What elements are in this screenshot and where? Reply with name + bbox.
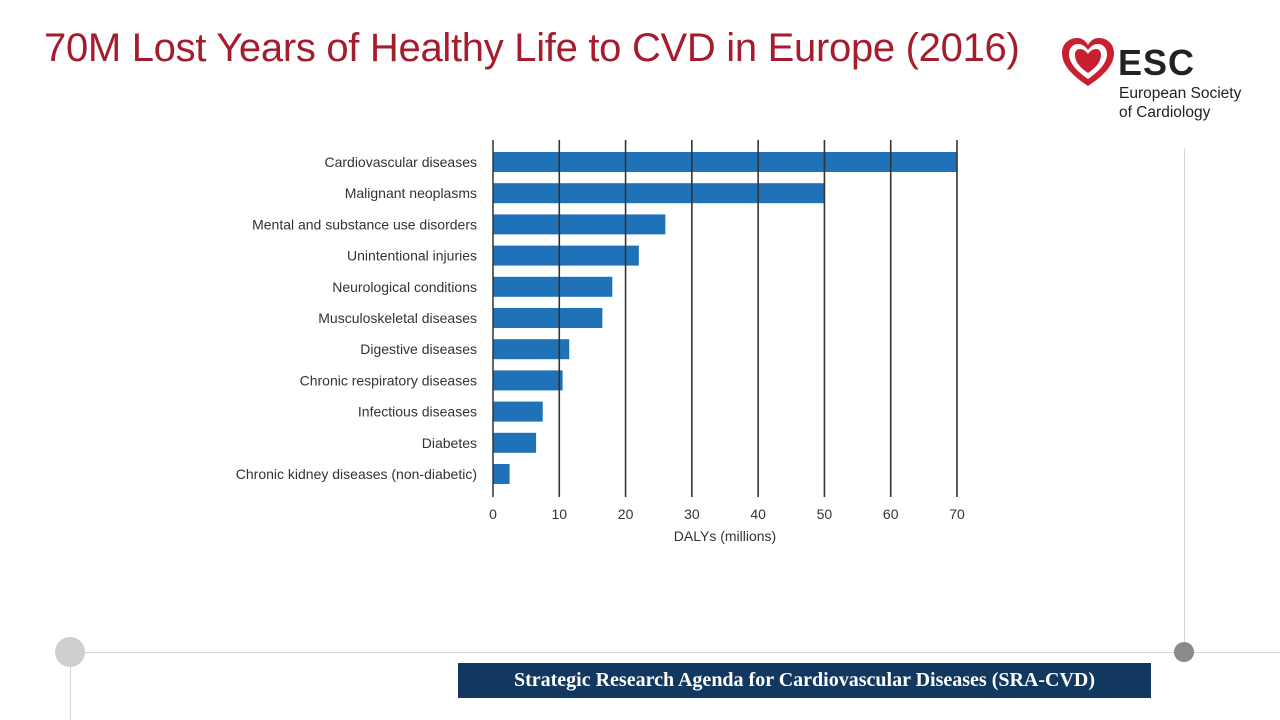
bar-7 [493,370,563,391]
category-label: Malignant neoplasms [345,185,477,201]
frame-dot-left [55,637,85,667]
bar-chart: 0 10 20 30 40 50 60 70 Cardiovascular diseases Ma… [236,140,965,544]
bar-6 [493,339,570,360]
x-axis-title: DALYs (millions) [674,528,776,544]
category-label: Chronic respiratory diseases [300,372,477,388]
frame-line-left [70,652,71,720]
x-tick-label: 0 [489,506,497,522]
x-tick-label: 10 [551,506,567,522]
slide-title: 70M Lost Years of Healthy Life to CVD in… [44,26,1020,70]
x-tick-label: 60 [883,506,899,522]
bar-4 [493,276,613,297]
logo-name: European Society of Cardiology [1119,84,1241,122]
category-label: Neurological conditions [332,279,477,295]
footer-banner: Strategic Research Agenda for Cardiovasc… [458,663,1151,698]
bar-5 [493,308,603,328]
category-label: Musculoskeletal diseases [318,310,477,326]
bar-0 [493,152,957,172]
frame-line-bottom [70,652,1280,653]
x-tick-label: 20 [618,506,634,522]
frame-line-right [1184,148,1185,652]
category-label: Chronic kidney diseases (non-diabetic) [236,466,477,482]
category-label: Cardiovascular diseases [324,154,477,170]
logo-name-line2: of Cardiology [1119,104,1211,121]
category-label: Unintentional injuries [347,248,477,264]
bar-2 [493,214,666,235]
x-tick-label: 30 [684,506,700,522]
category-label: Mental and substance use disorders [252,216,477,232]
x-tick-label: 50 [817,506,833,522]
bar-9 [493,432,537,453]
logo-name-line1: European Society [1119,85,1242,102]
bar-1 [493,183,825,204]
bar-3 [493,245,639,266]
x-tick-label: 40 [750,506,766,522]
esc-logo: ESC European Society of Cardiology [1060,36,1270,126]
category-label: Digestive diseases [360,341,477,357]
frame-dot-right [1174,642,1194,662]
heart-icon [1062,38,1114,86]
logo-mark: ESC [1118,42,1196,83]
bar-8 [493,401,543,422]
x-tick-label: 70 [949,506,965,522]
category-label: Diabetes [422,435,477,451]
category-label: Infectious diseases [358,404,477,420]
bar-10 [493,464,510,484]
